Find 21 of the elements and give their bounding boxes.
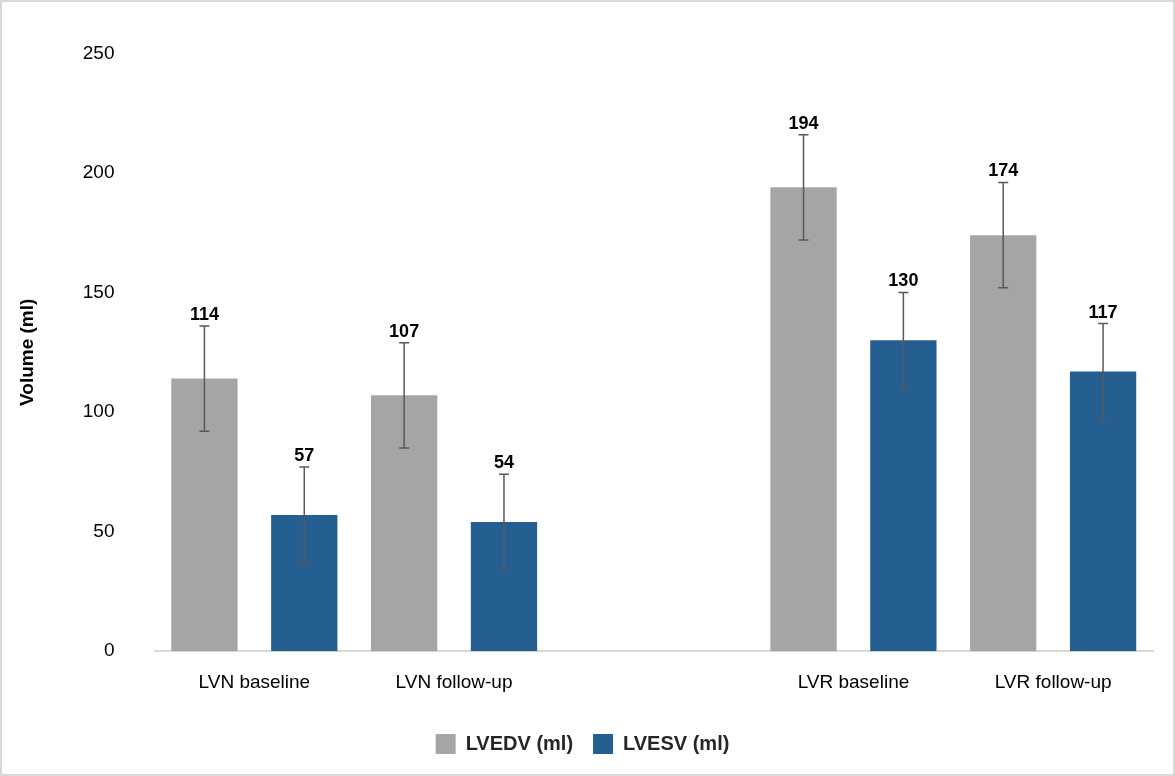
data-label: 130: [888, 270, 919, 291]
y-tick-label: 250: [82, 41, 115, 63]
data-label: 194: [788, 112, 819, 133]
data-label: 107: [389, 320, 420, 341]
data-label: 117: [1088, 301, 1118, 322]
y-tick-label: 150: [82, 280, 115, 302]
y-tick-label: 100: [82, 400, 115, 422]
x-tick-label: LVR baseline: [797, 670, 910, 692]
x-tick-label: LVR follow-up: [994, 670, 1112, 692]
legend-label: LVESV (ml): [623, 731, 730, 754]
x-tick-label: LVN follow-up: [395, 670, 513, 692]
y-tick-label: 0: [103, 639, 115, 661]
legend-label: LVEDV (ml): [465, 731, 574, 754]
data-label: 54: [493, 452, 514, 473]
y-axis-title: Volume (ml): [15, 298, 37, 406]
data-label: 174: [988, 160, 1019, 181]
y-tick-label: 200: [82, 161, 115, 183]
data-label: 114: [189, 303, 219, 324]
y-tick-label: 50: [93, 519, 115, 541]
x-tick-label: LVN baseline: [198, 670, 311, 692]
data-label: 57: [294, 445, 315, 466]
